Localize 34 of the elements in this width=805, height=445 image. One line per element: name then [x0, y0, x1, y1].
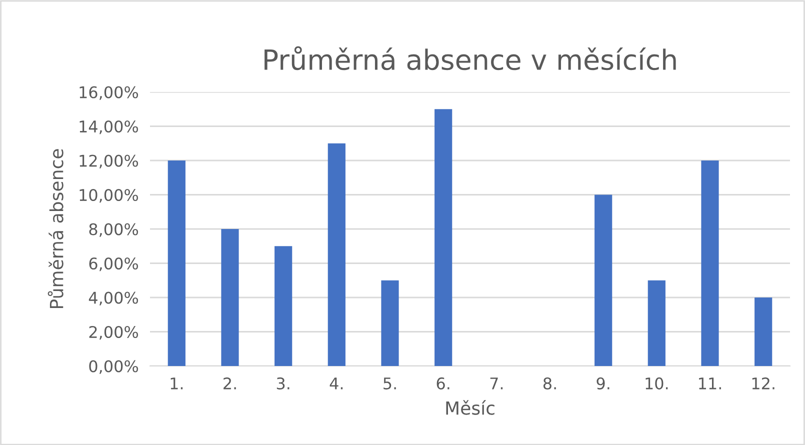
bar	[701, 160, 719, 366]
bar	[274, 246, 292, 366]
x-tick-label: 10.	[646, 377, 668, 390]
x-axis-title: Měsíc	[446, 400, 494, 415]
y-axis-title: Půměrná absence	[48, 149, 64, 308]
y-tick-label: 14,00%	[80, 120, 138, 134]
x-tick-label: 2.	[224, 377, 236, 390]
x-tick-label: 4.	[330, 378, 343, 390]
bar	[648, 280, 666, 366]
y-tick-label: 8,00%	[89, 223, 138, 237]
bar	[594, 194, 612, 366]
y-tick-label: 6,00%	[89, 257, 138, 272]
x-tick-label: 12.	[752, 377, 774, 390]
bar	[434, 109, 452, 366]
x-tick-label: 1.	[170, 378, 183, 390]
bar	[381, 280, 399, 366]
bar	[328, 143, 346, 366]
x-tick-label: 5.	[384, 378, 396, 390]
bar	[221, 229, 239, 366]
x-tick-label: 9.	[596, 377, 610, 390]
y-tick-label: 12,00%	[80, 154, 138, 168]
x-tick-label: 8.	[543, 377, 556, 390]
x-tick-label: 6.	[436, 377, 450, 390]
bar	[168, 160, 186, 366]
y-tick-label: 16,00%	[80, 86, 138, 100]
x-tick-label: 11.	[699, 378, 721, 390]
y-tick-label: 4,00%	[88, 292, 138, 306]
chart-title: Průměrná absence v měsících	[264, 46, 676, 70]
y-tick-label: 2,00%	[89, 326, 138, 340]
bar	[754, 298, 772, 366]
x-tick-label: 3.	[276, 377, 290, 390]
x-tick-label: 7.	[490, 378, 503, 390]
y-tick-label: 10,00%	[80, 188, 138, 203]
y-tick-label: 0,00%	[89, 360, 138, 374]
